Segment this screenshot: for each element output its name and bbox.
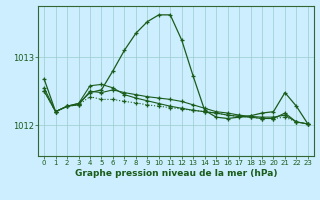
X-axis label: Graphe pression niveau de la mer (hPa): Graphe pression niveau de la mer (hPa) xyxy=(75,169,277,178)
